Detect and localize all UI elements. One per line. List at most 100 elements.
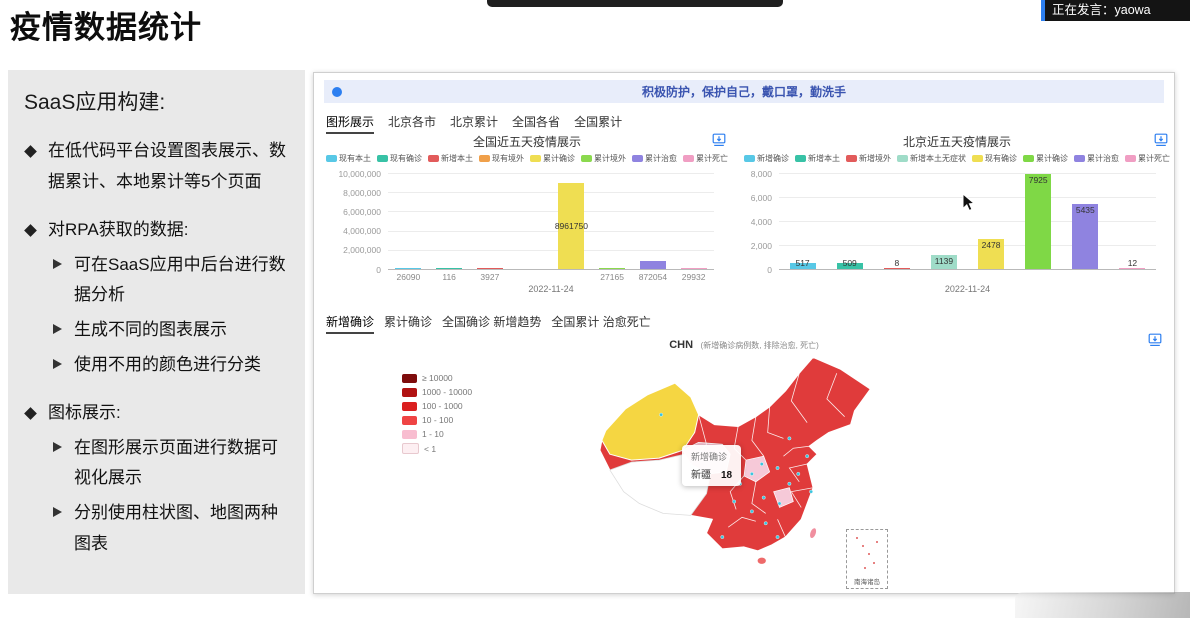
- bar-column: 27165: [599, 173, 626, 282]
- map-legend-row[interactable]: ≥ 10000: [402, 373, 472, 383]
- legend-item[interactable]: 现有确诊: [377, 153, 422, 164]
- bar[interactable]: [1072, 204, 1099, 269]
- gridline: [388, 230, 714, 232]
- map-legend-chip: [402, 443, 419, 454]
- province-hainan[interactable]: [757, 556, 767, 565]
- legend-label: 累计确诊: [543, 153, 575, 163]
- map-tab[interactable]: 新增确诊: [326, 313, 375, 334]
- bar[interactable]: [1119, 268, 1146, 269]
- bar-value-label: 3927: [480, 272, 500, 282]
- legend-item[interactable]: 累计治愈: [632, 153, 677, 164]
- bar-column: 7925: [1025, 173, 1052, 269]
- charts-row: 全国近五天疫情展示 现有本土 现有确诊 新增本土 现有境外 累计确诊 累计境外 累计治愈 累计死…: [318, 131, 1170, 305]
- province-light-1[interactable]: [743, 455, 771, 483]
- plot: 8,000 6,000 4,000 2,000 0 517 509 8 1139 2478 7925…: [751, 169, 1156, 275]
- legend-chip: [1125, 154, 1136, 162]
- page-tab[interactable]: 全国各省: [512, 115, 561, 129]
- bar[interactable]: [558, 183, 585, 269]
- map-tab[interactable]: 全国确诊 新增趋势: [442, 315, 542, 329]
- map-legend-row[interactable]: 1000 - 10000: [402, 387, 472, 397]
- legend-item[interactable]: 新增境外: [846, 153, 891, 164]
- legend-item[interactable]: 累计死亡: [1125, 153, 1170, 164]
- save-image-icon[interactable]: [712, 133, 726, 147]
- legend-item[interactable]: 累计死亡: [683, 153, 728, 164]
- bar[interactable]: [599, 268, 626, 269]
- province-borders: [690, 373, 845, 538]
- bar[interactable]: [978, 239, 1005, 269]
- bar[interactable]: [395, 268, 422, 269]
- legend-item[interactable]: 新增本土: [795, 153, 840, 164]
- bar[interactable]: [476, 268, 503, 269]
- legend-label: 现有确诊: [985, 153, 1017, 163]
- map-legend-label: 1 - 10: [422, 429, 444, 439]
- map-legend-label: < 1: [424, 443, 437, 454]
- legend-item[interactable]: 累计确诊: [1023, 153, 1068, 164]
- chart-title: 全国近五天疫情展示: [472, 135, 581, 149]
- sidebar-item: 在图形展示页面进行数据可视化展示: [24, 433, 291, 494]
- map-legend-row[interactable]: 1 - 10: [402, 429, 472, 439]
- legend-chip: [479, 154, 490, 162]
- legend-item[interactable]: 新增本土无症状: [897, 153, 966, 164]
- legend-chip: [972, 154, 983, 162]
- legend-item[interactable]: 现有确诊: [972, 153, 1017, 164]
- province-taiwan[interactable]: [808, 527, 817, 539]
- legend-item[interactable]: 累计治愈: [1074, 153, 1119, 164]
- sidebar-item: 图标展示:: [24, 398, 291, 429]
- legend-label: 累计治愈: [645, 153, 677, 163]
- map-legend-row[interactable]: 10 - 100: [402, 415, 472, 425]
- notes-heading: SaaS应用构建:: [24, 91, 166, 114]
- sidebar-item: 生成不同的图表展示: [24, 315, 291, 346]
- city-markers: [659, 412, 813, 539]
- bar[interactable]: [1025, 174, 1052, 269]
- y-axis-label: 6,000: [750, 192, 772, 203]
- sidebar-item-text: 图标展示:: [48, 403, 121, 423]
- map-title-main: CHN: [669, 339, 694, 351]
- bar-value-label: 8: [894, 258, 900, 268]
- notice-banner: 积极防护，保护自己，戴口罩，勤洗手: [324, 80, 1164, 103]
- sidebar-item-text: 在低代码平台设置图表展示、数据累计、本地累计等5个页面: [48, 141, 286, 191]
- legend-item[interactable]: 新增本土: [428, 153, 473, 164]
- chart-head: 北京近五天疫情展示: [744, 133, 1170, 149]
- corner-photo: [1015, 592, 1190, 618]
- bar-value-label: 26090: [396, 272, 421, 282]
- bar[interactable]: [883, 268, 910, 269]
- tooltip-series: 新增确诊: [691, 452, 728, 462]
- legend-item[interactable]: 新增确诊: [744, 153, 789, 164]
- legend-item[interactable]: 现有本土: [326, 153, 371, 164]
- legend-item[interactable]: 现有境外: [479, 153, 524, 164]
- gridline: [388, 269, 714, 270]
- bar[interactable]: [680, 268, 707, 269]
- page-tab[interactable]: 北京各市: [388, 115, 437, 129]
- bar[interactable]: [436, 268, 463, 269]
- page-tab[interactable]: 北京累计: [450, 115, 499, 129]
- legend-chip: [326, 154, 337, 162]
- map-tab[interactable]: 累计确诊: [384, 315, 433, 329]
- legend-item[interactable]: 累计确诊: [530, 153, 575, 164]
- legend-item[interactable]: 累计境外: [581, 153, 626, 164]
- map-legend-label: 100 - 1000: [422, 401, 463, 411]
- x-axis-label: 2022-11-24: [528, 284, 574, 294]
- bar[interactable]: [930, 255, 957, 269]
- map-tab[interactable]: 全国累计 治愈死亡: [551, 315, 651, 329]
- covid-dashboard: 积极防护，保护自己，戴口罩，勤洗手 图形展示 北京各市 北京累计 全国各省 全国累计 全…: [313, 72, 1175, 594]
- y-axis-label: 0: [376, 264, 381, 275]
- bar-value-label: 7925: [1028, 175, 1048, 185]
- gridline: [388, 249, 714, 251]
- bar-value-label: 29932: [681, 272, 706, 282]
- map-legend-chip: [402, 373, 417, 383]
- bar[interactable]: [836, 263, 863, 269]
- map-legend-row[interactable]: 100 - 1000: [402, 401, 472, 411]
- bar[interactable]: [639, 261, 666, 269]
- map-legend-row[interactable]: < 1: [402, 443, 472, 454]
- arrow-bullet-icon: [50, 498, 74, 559]
- legend-label: 现有本土: [339, 153, 371, 163]
- arrow-bullet-icon: [50, 433, 74, 494]
- page-tab[interactable]: 图形展示: [326, 113, 375, 134]
- save-image-icon[interactable]: [1154, 133, 1168, 147]
- legend-chip: [1023, 154, 1034, 162]
- legend-label: 累计死亡: [1138, 153, 1170, 163]
- bar[interactable]: [789, 263, 816, 269]
- save-image-icon[interactable]: [1148, 333, 1162, 347]
- tooltip-value: 18: [721, 470, 733, 481]
- page-tab[interactable]: 全国累计: [574, 115, 623, 129]
